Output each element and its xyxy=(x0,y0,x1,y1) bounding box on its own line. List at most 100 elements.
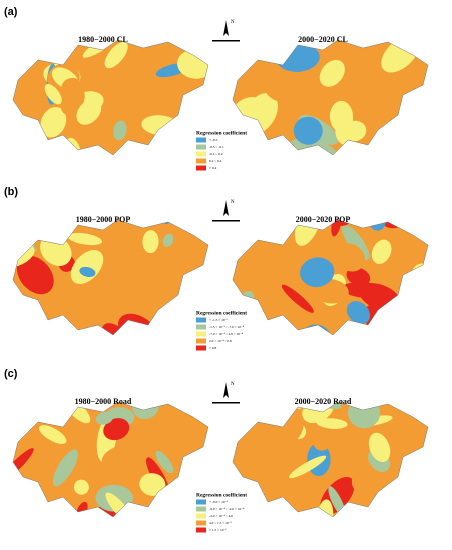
scale-bar xyxy=(212,40,240,42)
map-patch xyxy=(381,8,421,43)
legend-label: < -9.0 × 10⁻⁴ xyxy=(209,500,228,504)
map-patch xyxy=(95,411,114,425)
map-patch xyxy=(67,232,103,246)
map-patch xyxy=(341,282,388,299)
panel-label: (b) xyxy=(4,186,18,198)
legend-label: 4.0 ~ 1.5 × 10⁻³ xyxy=(209,521,232,525)
map-patch xyxy=(346,267,371,286)
map-patch xyxy=(297,352,329,393)
legend-swatch xyxy=(196,158,206,164)
map xyxy=(233,8,428,186)
map-patch xyxy=(136,335,165,368)
legend-label: > 0.4 xyxy=(209,166,216,170)
map-patch xyxy=(243,362,284,404)
map-patch xyxy=(292,539,312,550)
legend-label: -2.0 × 10⁻⁴ ~ 4.0 xyxy=(209,514,233,518)
map-outline xyxy=(232,401,429,518)
map-patch xyxy=(269,415,304,452)
map-patch xyxy=(372,315,396,335)
map-patch xyxy=(368,432,391,463)
legend-label: -0.5 ~ -0.1 xyxy=(209,145,224,149)
map-patch xyxy=(28,324,57,335)
legend-swatch xyxy=(196,345,206,351)
map-patch xyxy=(290,358,314,382)
map-patch xyxy=(348,177,368,204)
legend-label: > 1.5 × 10⁻³ xyxy=(209,528,226,532)
map-patch xyxy=(335,243,365,272)
map xyxy=(233,177,428,335)
legend-swatch xyxy=(196,527,206,533)
legend-swatch xyxy=(196,520,206,526)
legend-label: -1.5 × 10⁻³ ~ -7.0 × 10⁻⁴ xyxy=(209,325,245,329)
legend-label: -9.0 × 10⁻⁴ ~ -2.0 × 10⁻⁴ xyxy=(209,507,245,511)
map-patch xyxy=(44,84,62,105)
map xyxy=(233,351,428,550)
map-patch xyxy=(104,165,131,187)
map-patch xyxy=(103,418,130,441)
map-patch xyxy=(264,80,290,102)
map-patch xyxy=(104,163,140,199)
compass-north: N xyxy=(231,382,235,387)
legend-swatch xyxy=(196,338,206,344)
map-patch xyxy=(291,495,317,513)
legend-title: Regression coefficient xyxy=(196,492,247,498)
map-title: 2000−2020 Road xyxy=(295,397,352,406)
map-patch xyxy=(335,117,356,146)
panel-label: (a) xyxy=(4,6,18,18)
map-patch xyxy=(137,283,161,306)
map-patch xyxy=(319,59,345,87)
legend-title: Regression coefficient xyxy=(196,130,247,136)
legend-swatch xyxy=(196,144,206,150)
map-patch xyxy=(102,339,131,369)
map-patch xyxy=(162,233,174,247)
map-patch xyxy=(236,82,260,91)
legend-swatch xyxy=(196,137,206,143)
map-patch xyxy=(101,355,132,384)
panel: (a) 1980−2000 CL 2000−2020 CL N Regression c… xyxy=(4,6,429,209)
compass-arrow xyxy=(223,20,229,36)
map-patch xyxy=(114,361,147,377)
map-patch xyxy=(61,77,83,100)
map-patch xyxy=(293,116,323,145)
map-patch xyxy=(274,351,315,390)
map-patch xyxy=(27,141,56,153)
map-patch xyxy=(312,427,333,451)
map-outline xyxy=(12,39,209,156)
map-patch xyxy=(13,139,51,153)
map-patch xyxy=(73,479,89,495)
map-patch xyxy=(110,515,134,517)
map-outline xyxy=(232,219,429,336)
map-patch xyxy=(360,157,387,186)
map-patch xyxy=(357,355,412,405)
map-patch xyxy=(104,41,128,69)
legend-label: -0.1 ~ 0.2 xyxy=(209,152,223,156)
legend-swatch xyxy=(196,331,206,337)
scale-bar xyxy=(212,220,240,222)
map-outline xyxy=(12,401,209,518)
legend-swatch xyxy=(196,324,206,330)
map-patch xyxy=(314,402,342,410)
map-patch xyxy=(96,158,145,209)
map-patch xyxy=(285,159,302,179)
map-patch xyxy=(101,443,149,471)
map-patch xyxy=(38,425,67,444)
compass-north: N xyxy=(231,200,235,205)
map-patch xyxy=(52,449,78,487)
map-title: 2000−2020 CL xyxy=(298,35,348,44)
legend-label: < -0.5 xyxy=(209,138,218,142)
map-patch xyxy=(356,381,375,400)
legend-label: > 0.8 xyxy=(209,346,216,350)
legend-swatch xyxy=(196,317,206,323)
compass-north: N xyxy=(231,20,235,25)
panel: (c) 1980−2000 Road 2000−2020 Road N Regressi… xyxy=(4,351,429,550)
map-patch xyxy=(44,180,71,213)
map-patch xyxy=(13,448,34,481)
map xyxy=(13,163,208,369)
legend-label: < -1.5 × 10⁻³ xyxy=(209,318,228,322)
map-patch xyxy=(252,43,269,54)
map-patch xyxy=(155,450,174,474)
map-outline xyxy=(12,219,209,336)
map-patch xyxy=(371,239,392,264)
compass-arrow xyxy=(223,200,229,216)
